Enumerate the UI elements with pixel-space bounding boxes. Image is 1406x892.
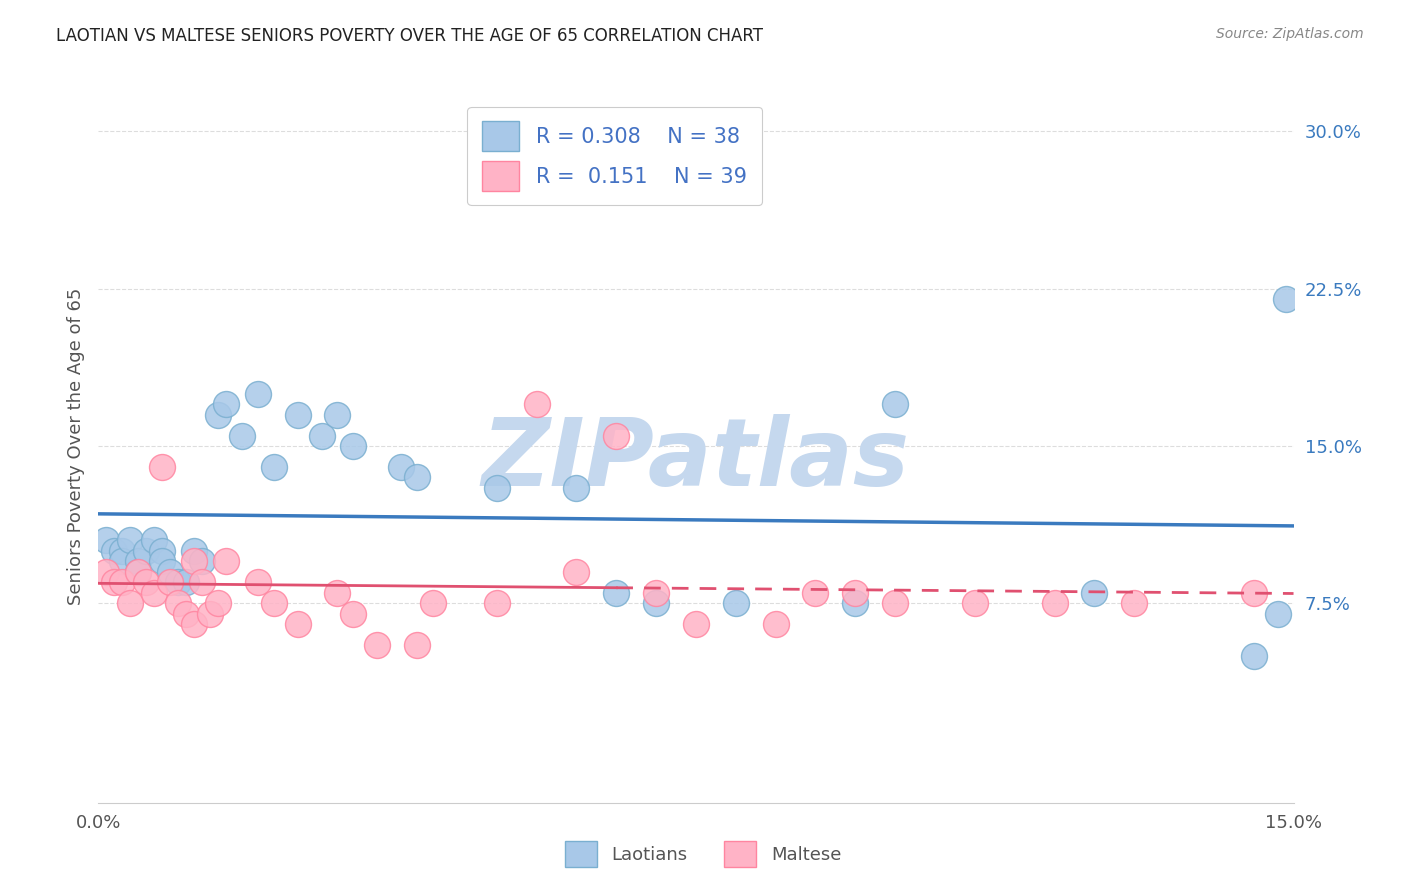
Point (366, 639, 388, 653)
Point (526, 397, 548, 411)
Point (884, 596, 907, 610)
Point (174, 575, 197, 590)
Point (844, 596, 866, 610)
Legend: Laotians, Maltese: Laotians, Maltese (558, 834, 848, 874)
Point (111, 554, 134, 568)
Point (1243, 586, 1265, 600)
Point (120, 596, 142, 610)
Point (231, 428, 253, 442)
Point (143, 533, 166, 548)
Point (191, 575, 214, 590)
Point (389, 460, 412, 475)
Point (1267, 607, 1289, 621)
Point (135, 575, 157, 590)
Point (724, 596, 747, 610)
Point (159, 575, 181, 590)
Point (246, 386, 269, 401)
Point (406, 639, 429, 653)
Point (565, 565, 588, 579)
Point (884, 397, 907, 411)
Point (326, 408, 349, 422)
Text: Source: ZipAtlas.com: Source: ZipAtlas.com (1216, 27, 1364, 41)
Point (198, 607, 221, 621)
Point (150, 544, 173, 558)
Text: LAOTIAN VS MALTESE SENIORS POVERTY OVER THE AGE OF 65 CORRELATION CHART: LAOTIAN VS MALTESE SENIORS POVERTY OVER … (56, 27, 763, 45)
Point (159, 565, 181, 579)
Point (605, 428, 627, 442)
Point (605, 586, 627, 600)
Point (342, 607, 364, 621)
Point (215, 554, 238, 568)
Legend: R = 0.308    N = 38, R =  0.151    N = 39: R = 0.308 N = 38, R = 0.151 N = 39 (467, 107, 762, 205)
Point (287, 617, 309, 632)
Point (565, 481, 588, 495)
Point (1083, 586, 1105, 600)
Point (103, 544, 125, 558)
Point (183, 617, 205, 632)
Point (215, 397, 238, 411)
Point (844, 586, 866, 600)
Point (485, 481, 508, 495)
Point (963, 596, 986, 610)
Point (342, 439, 364, 453)
Point (127, 565, 149, 579)
Point (150, 460, 173, 475)
Point (135, 544, 157, 558)
Point (1243, 648, 1265, 663)
Point (96, 565, 118, 579)
Point (765, 617, 787, 632)
Point (422, 596, 444, 610)
Point (645, 596, 668, 610)
Point (127, 554, 149, 568)
Point (246, 575, 269, 590)
Text: ZIPatlas: ZIPatlas (482, 414, 910, 507)
Point (103, 575, 125, 590)
Point (645, 586, 668, 600)
Point (406, 470, 429, 484)
Point (485, 596, 508, 610)
Point (150, 554, 173, 568)
Point (183, 554, 205, 568)
Point (143, 586, 166, 600)
Point (111, 544, 134, 558)
Point (191, 554, 214, 568)
Point (174, 607, 197, 621)
Point (96, 533, 118, 548)
Point (1123, 596, 1146, 610)
Point (804, 586, 827, 600)
Point (120, 533, 142, 548)
Point (263, 460, 285, 475)
Point (127, 565, 149, 579)
Point (1043, 596, 1066, 610)
Point (263, 596, 285, 610)
Point (1274, 292, 1296, 306)
Point (326, 586, 349, 600)
Y-axis label: Seniors Poverty Over the Age of 65: Seniors Poverty Over the Age of 65 (66, 287, 84, 605)
Point (685, 617, 707, 632)
Point (311, 428, 333, 442)
Point (167, 596, 190, 610)
Point (111, 575, 134, 590)
Point (287, 408, 309, 422)
Point (207, 408, 229, 422)
Point (167, 575, 190, 590)
Point (207, 596, 229, 610)
Point (183, 544, 205, 558)
